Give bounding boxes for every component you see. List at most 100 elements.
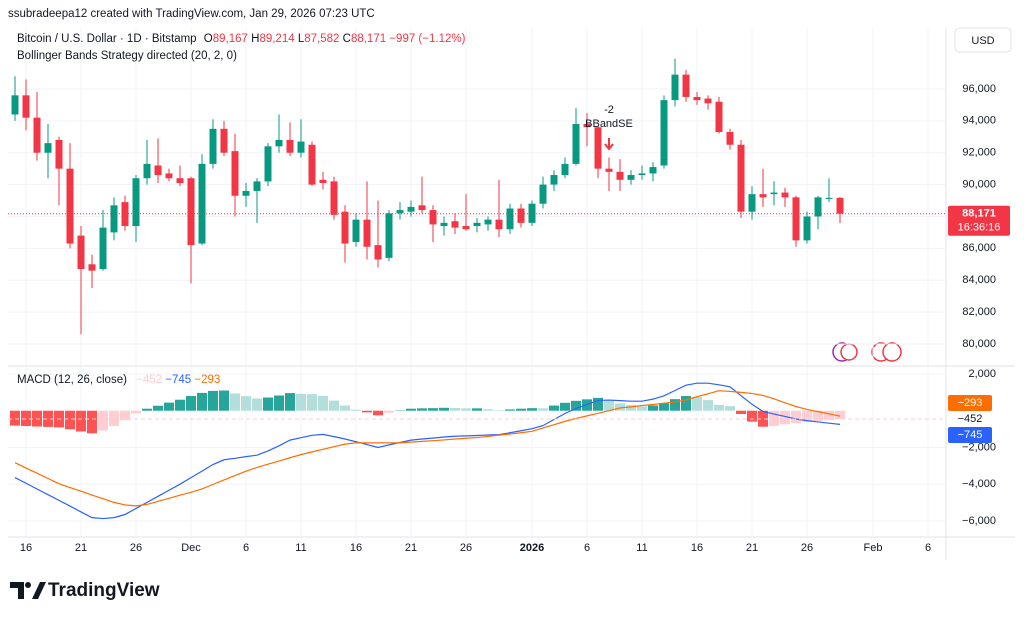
candle-body [583, 124, 591, 128]
annotation-text: -2 [604, 104, 614, 116]
y-tick-label: 96,000 [962, 83, 996, 95]
candle-body [143, 163, 151, 179]
histogram-bar [263, 397, 273, 411]
macd-line [14, 382, 841, 520]
candle-body [11, 95, 19, 115]
histogram-value: −452 [136, 374, 163, 386]
x-tick-label: 6 [925, 542, 931, 554]
candle-body [429, 210, 437, 225]
histogram-bar [461, 408, 471, 411]
candle-body [781, 192, 789, 198]
histogram-bar [428, 408, 438, 411]
candle-body [352, 219, 360, 242]
y-tick-label: 94,000 [962, 115, 996, 127]
candle-body [792, 197, 800, 241]
candle-body [110, 205, 118, 233]
candle-body [88, 264, 96, 271]
candle-body [165, 173, 173, 179]
ohlc-key: H [251, 33, 260, 45]
candle-body [517, 208, 525, 223]
candle-body [66, 168, 74, 244]
ohlc-value: 88,171 [350, 33, 387, 45]
histogram-bar [406, 408, 416, 411]
candle-body [264, 146, 272, 182]
histogram-bar [142, 408, 152, 411]
y-tick-label: 86,000 [962, 242, 996, 254]
histogram-bar [131, 410, 141, 414]
histogram-bar [43, 410, 53, 427]
histogram-bar [21, 410, 31, 426]
candle-body [451, 221, 459, 228]
candle-body [286, 139, 294, 153]
x-tick-label: Dec [181, 542, 201, 554]
candle-body [242, 190, 250, 196]
histogram-bar [626, 405, 636, 411]
histogram-bar [175, 399, 185, 411]
histogram-bar [10, 410, 20, 426]
histogram-bar [219, 390, 229, 411]
candle-body [176, 178, 184, 183]
y-tick-label: 92,000 [962, 147, 996, 159]
candle-body [770, 192, 778, 195]
symbol-title: Bitcoin / U.S. Dollar · 1D · Bitstamp [17, 33, 197, 45]
histogram-bar [252, 398, 262, 411]
histogram-bar [714, 404, 724, 411]
histogram-bar [340, 405, 350, 411]
candle-body [671, 74, 679, 101]
event-icon [882, 342, 902, 362]
x-tick-label: 6 [584, 542, 590, 554]
candle-body [385, 213, 393, 258]
y-tick-label: −6,000 [962, 515, 996, 527]
histogram-bar [274, 395, 284, 411]
candle-body [418, 205, 426, 211]
histogram-bar [538, 408, 548, 411]
histogram-bar [351, 409, 361, 411]
histogram-bar [164, 402, 174, 411]
x-tick-label: 16 [20, 542, 32, 554]
x-tick-label: 26 [460, 542, 472, 554]
candle-body [374, 245, 382, 260]
histogram-bar [417, 408, 427, 411]
histogram-bar [329, 400, 339, 411]
y-tick-label: 2,000 [968, 368, 996, 380]
histogram-bar [384, 410, 394, 413]
histogram-bar [318, 395, 328, 411]
indicator-legend: Bollinger Bands Strategy directed (20, 2… [17, 50, 237, 62]
candle-body [341, 211, 349, 244]
histogram-bar [230, 393, 240, 411]
histogram-bar [285, 393, 295, 411]
candle-body [616, 171, 624, 180]
histogram-bar [483, 409, 493, 411]
candle-body [484, 219, 492, 225]
histogram-bar [296, 393, 306, 411]
histogram-bar [703, 400, 713, 411]
candle-body [22, 95, 30, 118]
candle-body [253, 181, 261, 191]
histogram-bar [725, 406, 735, 411]
x-tick-label: Feb [864, 542, 883, 554]
candle-body [627, 175, 635, 180]
candle-body [649, 167, 657, 174]
histogram-bar [802, 410, 812, 422]
histogram-bar [362, 410, 372, 413]
candle-body [737, 144, 745, 212]
histogram-bar [549, 405, 559, 411]
histogram-bar [516, 408, 526, 411]
candle-body [803, 216, 811, 241]
histogram-bar [98, 410, 108, 431]
histogram-bar [527, 408, 537, 411]
signal-tag [948, 395, 992, 412]
ohlc-key: O [203, 33, 213, 45]
histogram-bar [494, 410, 504, 411]
ohlc-key: L [297, 33, 305, 45]
y-tick-label: −2,000 [962, 441, 996, 453]
histogram-bar [373, 410, 383, 416]
y-tick-label: 82,000 [962, 306, 996, 318]
histogram-bar [120, 410, 130, 421]
y-tick-label: 90,000 [962, 178, 996, 190]
candle-body [682, 74, 690, 97]
histogram-bar [109, 410, 119, 426]
currency-button[interactable] [954, 27, 1012, 53]
ohlc-key: C [342, 33, 351, 45]
